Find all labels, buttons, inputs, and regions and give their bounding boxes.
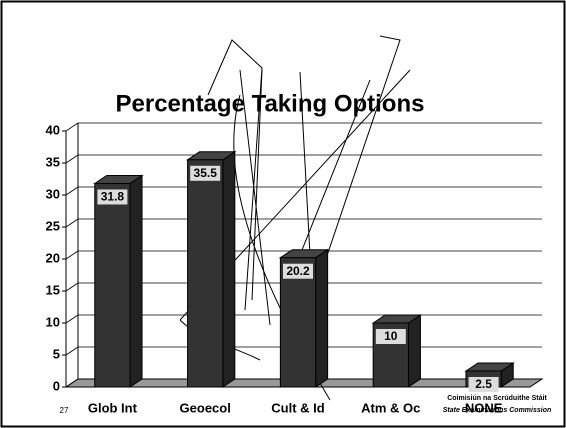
y-tick-label: 25 (46, 218, 60, 233)
data-label-bg (283, 263, 313, 279)
footer-irish: Coimisiún na Scrúduithe Stáit (447, 395, 547, 402)
data-label-bg (375, 329, 406, 344)
data-label: 31.8 (101, 190, 125, 204)
y-tick-label: 5 (53, 346, 60, 361)
slide-number: 27 (60, 406, 69, 415)
grid-side (65, 314, 79, 324)
data-label: 20.2 (286, 264, 310, 278)
data-label: 10 (384, 329, 398, 343)
y-tick-label: 0 (53, 378, 60, 393)
grid-side (65, 346, 79, 356)
grid-side (65, 378, 79, 388)
y-tick-label: 20 (46, 250, 60, 265)
x-tick-label: NONE (465, 400, 503, 415)
bar-side (222, 150, 236, 388)
y-tick-label: 40 (46, 122, 60, 137)
footer-english: State Examinations Commission (443, 407, 552, 414)
chart-title: Percentage Taking Options (116, 90, 425, 117)
grid-side (65, 154, 79, 164)
bar (94, 182, 131, 388)
grid-side (65, 122, 79, 132)
x-tick-label: Cult & Id (271, 400, 324, 415)
bar (187, 159, 224, 388)
data-label: 2.5 (475, 377, 492, 391)
y-tick-label: 35 (46, 154, 60, 169)
bar (279, 257, 317, 388)
y-tick-label: 10 (46, 314, 60, 329)
data-label-bg (468, 377, 499, 392)
grid-side (65, 250, 79, 260)
grid-side (65, 186, 79, 196)
grid-side (65, 282, 79, 292)
bar-side (407, 314, 421, 388)
data-label-bg (97, 189, 128, 205)
x-tick-label: Geoecol (180, 400, 231, 415)
data-label-bg (190, 165, 221, 181)
x-tick-label: Glob Int (88, 400, 138, 415)
grid-side (65, 218, 79, 228)
x-tick-label: Atm & Oc (361, 400, 420, 415)
bar-side (129, 174, 143, 388)
y-tick-label: 15 (46, 282, 60, 297)
bar-side (315, 248, 329, 388)
y-tick-label: 30 (46, 186, 60, 201)
data-label: 35.5 (194, 166, 218, 180)
